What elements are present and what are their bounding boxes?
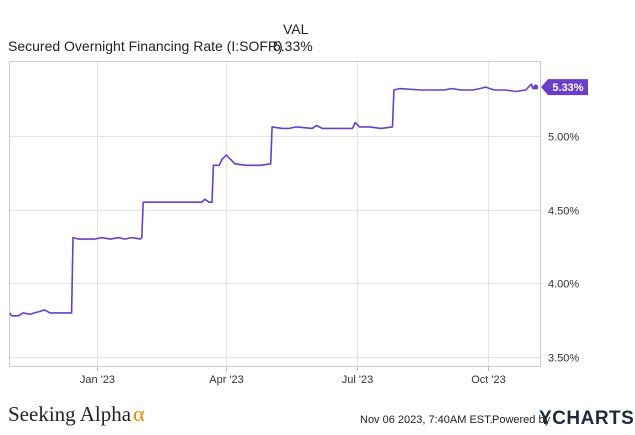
alpha-symbol: α <box>133 401 145 426</box>
series-layer <box>9 83 539 317</box>
x-tick-label: Jan '23 <box>80 374 115 386</box>
last-point-marker <box>533 84 539 90</box>
brand-name: Seeking Alpha <box>8 402 132 426</box>
y-tick-label: 4.00% <box>548 279 579 291</box>
powered-by-label: Powered by <box>492 414 551 426</box>
plot-area-border <box>9 61 541 367</box>
badge-shape <box>541 79 588 96</box>
badge-value: 5.33% <box>552 82 583 94</box>
timestamp: Nov 06 2023, 7:40AM EST. <box>360 414 493 426</box>
x-tick-label: Apr '23 <box>209 374 244 386</box>
series-current-value: 5.33% <box>273 38 313 54</box>
series-label: Secured Overnight Financing Rate (I:SOFR… <box>8 38 283 54</box>
seeking-alpha-logo: Seeking Alphaα <box>8 401 145 427</box>
y-tick-label: 5.00% <box>548 132 579 144</box>
ycharts-logo: YCHARTS <box>539 408 635 429</box>
gridlines <box>10 62 540 366</box>
x-tick-label: Jul '23 <box>342 374 373 386</box>
last-value-badge: 5.33% <box>541 79 588 96</box>
y-tick-label: 3.50% <box>548 353 579 365</box>
x-tick-label: Oct '23 <box>471 374 506 386</box>
y-tick-label: 4.50% <box>548 206 579 218</box>
series-line-sofr <box>9 83 537 317</box>
axis-ticks: 3.50% 4.00% 4.50% 5.00% Jan '23 Apr '23 Jul '2… <box>80 132 579 387</box>
val-heading: VAL <box>283 21 309 37</box>
